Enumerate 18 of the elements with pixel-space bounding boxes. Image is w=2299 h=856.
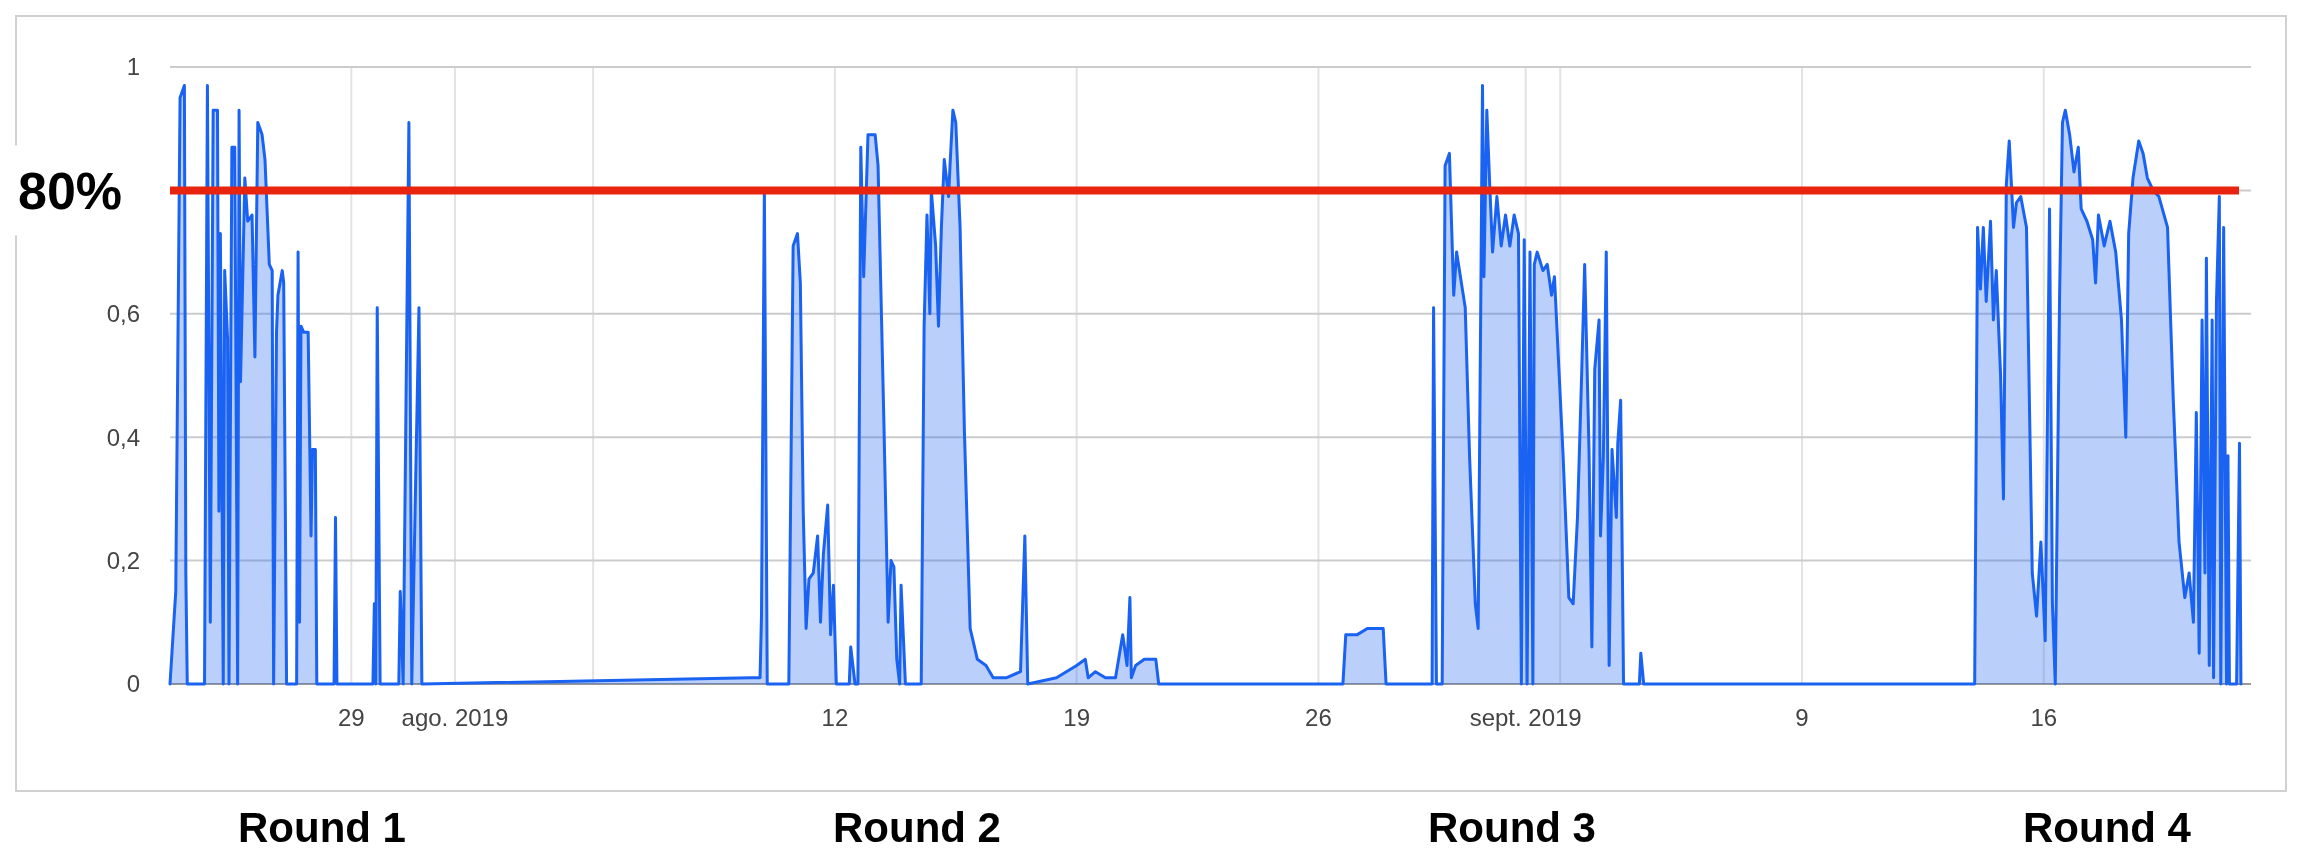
x-tick-label: sept. 2019 [1469, 704, 1582, 731]
x-tick-label: ago. 2019 [401, 704, 509, 731]
x-tick-label: 29 [337, 704, 365, 731]
y-tick-label: 1 [126, 53, 140, 81]
text: Round 2 [833, 804, 1001, 851]
y-tick-label: 0,4 [106, 423, 140, 451]
x-tick-label: 9 [1795, 704, 1809, 731]
x-tick-label: 19 [1063, 704, 1091, 731]
y-tick-label: 0,6 [106, 300, 140, 328]
x-tick-label: 16 [2030, 704, 2058, 731]
text: Round 4 [2023, 804, 2192, 851]
text: Round 3 [1428, 804, 1596, 851]
x-tick-label: 26 [1305, 704, 1332, 731]
text: Round 1 [238, 804, 406, 851]
y-tick-label: 0,2 [106, 547, 140, 574]
x-tick-label: 12 [821, 704, 849, 731]
ref-line-label: 80% [18, 161, 123, 220]
y-tick-label: 0 [126, 670, 140, 698]
